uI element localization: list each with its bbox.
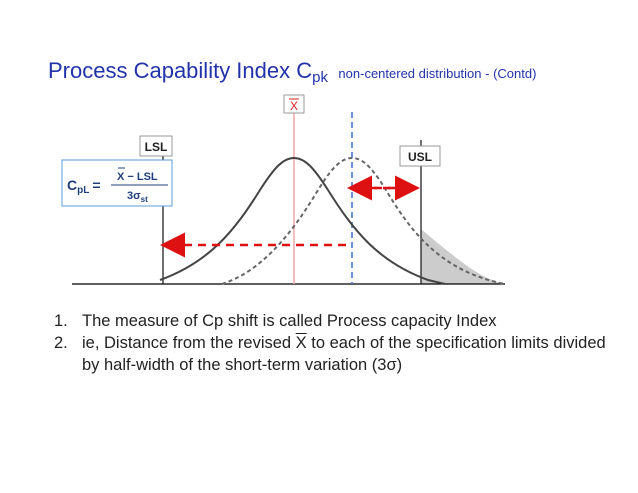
formula-box — [61, 159, 173, 207]
bullet-item: 1. The measure of Cp shift is called Pro… — [54, 310, 614, 332]
svg-text:CpL=: CpL = — [67, 177, 101, 196]
slide-title: Process Capability Index Cpk non-centere… — [48, 58, 536, 86]
original-distribution-curve — [159, 156, 446, 285]
formula-numerator-xbar: X — [117, 171, 125, 183]
bullet-number: 2. — [54, 334, 68, 352]
bullet-item: 2. ie, Distance from the revised X to ea… — [54, 332, 614, 376]
usl-label: USL — [408, 150, 432, 164]
formula-lhs-sub: pL — [77, 185, 89, 196]
bullet-number: 1. — [54, 312, 68, 330]
title-note: non-centered distribution - (Contd) — [338, 66, 537, 81]
svg-text:3σst: 3σst — [127, 190, 148, 204]
title-subscript: pk — [312, 69, 328, 87]
svg-text:X − LSL: X − LSL — [117, 171, 158, 183]
formula-lhs: C — [67, 177, 77, 193]
formula-denominator-sub: st — [141, 195, 148, 204]
distribution-diagram: X LSL USL CpL = X − LSL 3σst — [61, 94, 506, 285]
xbar-label: X — [290, 99, 298, 113]
formula-numerator-rest: − LSL — [124, 171, 158, 183]
bullet-xbar: X — [295, 334, 307, 352]
bullet-text-pre: ie, Distance from the revised — [82, 334, 296, 352]
bullet-text: The measure of Cp shift is called Proces… — [82, 312, 497, 330]
formula-denominator: 3σ — [127, 190, 141, 202]
bullet-list: 1. The measure of Cp shift is called Pro… — [54, 310, 614, 376]
title-main: Process Capability Index C — [48, 58, 313, 83]
bullet-text-post: to each of the specification limits divi… — [82, 334, 606, 374]
usl-tail-area — [421, 229, 505, 284]
shifted-distribution-curve — [221, 156, 506, 285]
lsl-label: LSL — [145, 140, 168, 154]
formula-equals: = — [92, 177, 100, 193]
